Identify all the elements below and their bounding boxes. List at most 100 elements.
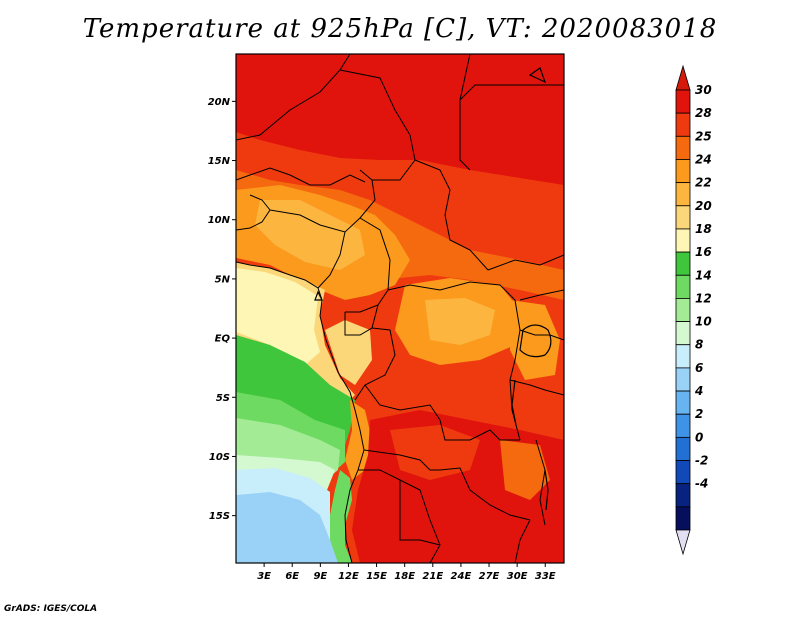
colorbar-label: 4 [694,384,703,398]
colorbar-label: 30 [695,83,712,97]
colorbar-swatch [675,274,691,299]
lat-tick-label: 15N [208,156,231,167]
border-uganda-north [519,289,564,301]
border-nigeria [269,169,376,233]
field-region-24-angola-coast [345,400,372,480]
colorbar-swatch [675,367,691,392]
field-region-28-south [390,425,480,480]
colorbar-swatch [675,251,691,276]
lake-tanganyika [511,379,517,426]
border-tanzania [509,379,564,396]
colorbar-swatch [675,344,691,369]
lat-tick-label: 5N [215,274,231,285]
lon-tick-label: 12E [338,571,359,582]
border-south-sudan [487,254,564,271]
lat-tick-label: 5S [216,393,230,404]
colorbar-label: 18 [695,222,712,236]
field-region-24-highlands [510,300,560,380]
field-region-18 [236,268,320,365]
lon-tick-label: 6E [285,571,299,582]
border-zimbabwe [514,519,531,563]
lake-north [528,67,547,84]
colorbar-label: 0 [695,430,703,444]
colorbar-label: 8 [695,338,703,352]
field-region-22 [255,200,365,270]
lon-tick-label: 33E [535,571,556,582]
border-niger [339,69,416,181]
border-drc-south [364,384,520,441]
field-region-22-congo [425,298,495,345]
colorbar-label: -2 [695,454,708,468]
colorbar-swatch [675,182,691,207]
border-angola [363,449,440,471]
lon-tick-label: 30E [507,571,528,582]
lat-tick-label: 10S [209,452,230,463]
lon-tick-label: 9E [313,571,327,582]
border-burkina [236,167,366,186]
colorbar-swatch [675,506,691,531]
field-region-6 [236,492,340,563]
longitude-axis: 3E 6E 9E 12E 15E 18E 21E 24E 27E 30E 33E [257,563,556,582]
lon-tick-label: 21E [422,571,443,582]
field-region-coast-green [330,470,352,563]
colorbar-label: 22 [695,176,712,190]
colorbar-swatch [675,112,691,137]
field-region-30 [236,54,564,185]
colorbar-label: 14 [695,268,712,282]
colorbar-label: 28 [695,106,712,120]
colorbar-swatch [675,390,691,415]
colorbar-bottom-arrow [675,529,691,556]
colorbar-label: 12 [695,291,712,305]
colorbar-swatch [675,483,691,508]
colorbar-swatch [675,436,691,461]
colorbar-swatch [675,460,691,485]
border-malawi [535,439,546,526]
lat-tick-label: 20N [208,97,231,108]
border-west [236,194,271,231]
colorbar-label: 16 [695,245,712,259]
country-borders [236,54,564,563]
lon-tick-label: 3E [257,571,271,582]
lon-tick-label: 24E [451,571,472,582]
colorbar-label: 24 [695,152,712,166]
lat-tick-label: 10N [208,215,231,226]
border-zambia [439,467,531,521]
border-uganda-kenya [519,329,564,341]
lon-tick-label: 15E [366,571,387,582]
colorbar-top-arrow [675,64,691,91]
border-chad [414,159,489,271]
border-caprivi [399,480,441,546]
border-cameroon-west [317,231,346,289]
colorbar-swatch [675,321,691,346]
lake-malawi [544,469,549,511]
border-chad-sudan [459,100,471,171]
chart-title: Temperature at 925hPa [C], VT: 202008301… [82,14,718,44]
border-libya-sudan [459,84,564,101]
colorbar-label: 6 [695,361,703,375]
colorbar-swatch [675,205,691,230]
temperature-field [236,54,564,563]
colorbar-swatch [675,228,691,253]
colorbar-swatch [675,298,691,322]
colorbar-label: 25 [695,129,712,143]
colorbar-label: -4 [695,477,708,491]
colorbar-swatch [675,89,691,114]
colorbar-label: 2 [695,407,703,421]
coastline [236,261,365,563]
latitude-axis: 20N 15N 10N 5N EQ 5S 10S 15S [208,97,236,522]
lat-tick-label: EQ [215,334,231,345]
lon-tick-label: 27E [479,571,500,582]
colorbar-label: 20 [695,199,712,213]
border-libya-north [459,54,471,101]
lon-tick-label: 18E [394,571,415,582]
colorbar-swatch [675,159,691,184]
colorbar-swatch [675,135,691,160]
border-drc-east [509,299,521,441]
lake-volta [314,290,323,301]
lat-tick-label: 15S [209,511,230,522]
border-gabon [344,304,379,336]
field-region-25-east [500,440,550,500]
colorbar-swatch [675,413,691,438]
